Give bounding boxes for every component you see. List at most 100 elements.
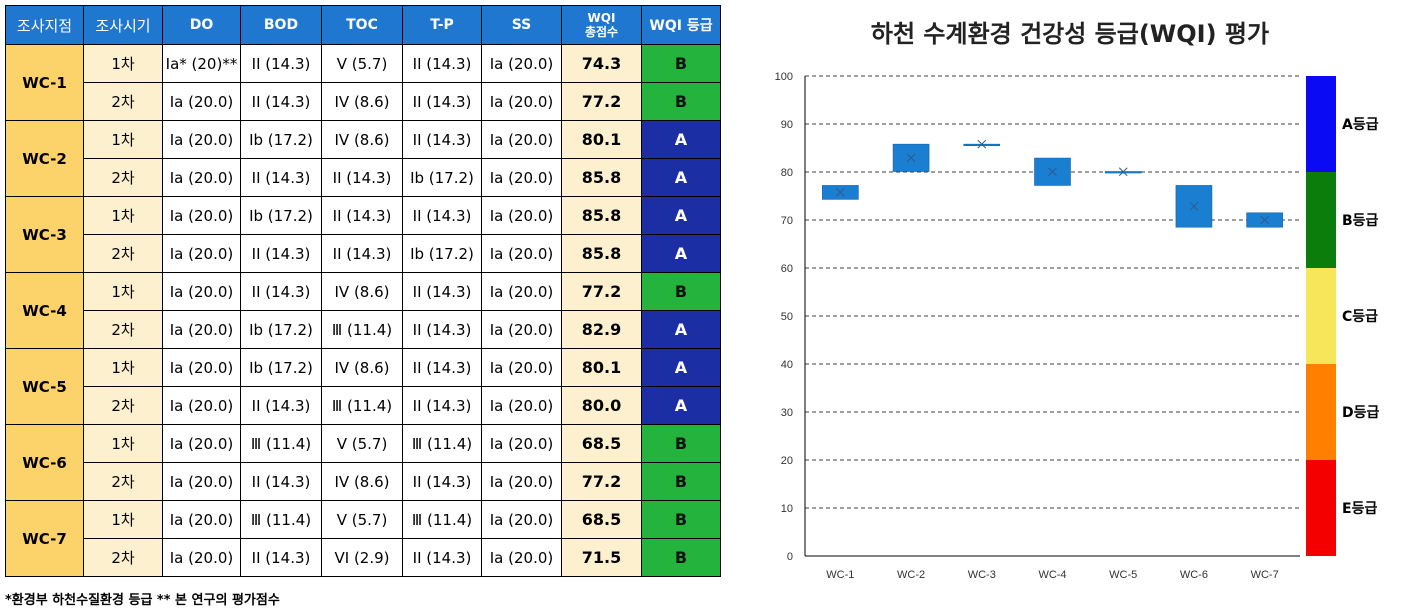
ss-cell: Ia (20.0): [481, 310, 562, 349]
ss-cell: Ia (20.0): [481, 120, 562, 159]
bod-cell: Ⅲ (11.4): [240, 424, 322, 463]
bod-cell: II (14.3): [240, 82, 322, 121]
toc-cell: II (14.3): [321, 158, 403, 197]
toc-cell: II (14.3): [321, 234, 403, 273]
header-time: 조사시기: [83, 5, 163, 45]
ss-cell: Ia (20.0): [481, 500, 562, 539]
wqi-score-cell: 80.0: [561, 386, 642, 425]
wqi-grade-cell: A: [641, 348, 721, 387]
table-row: WC-5 1차 Ia (20.0) Ib (17.2) IV (8.6) II (14.3…: [5, 348, 721, 425]
chart-title: 하천 수계환경 건강성 등급(WQI) 평가: [870, 20, 1270, 48]
x-tick-label: WC-2: [897, 569, 925, 581]
x-tick-label: WC-3: [968, 569, 996, 581]
wqi-score-cell: 82.9: [561, 310, 642, 349]
table-row: WC-7 1차 Ia (20.0) Ⅲ (11.4) V (5.7) Ⅲ (11.4) Ia…: [5, 500, 721, 577]
header-wqi-score: WQI 총점수: [561, 5, 642, 45]
do-cell: Ia (20.0): [162, 196, 241, 235]
table-row: 2차 Ia (20.0) II (14.3) IV (8.6) II (14.3) Ia …: [6, 82, 721, 121]
grade-band-label: D등급: [1342, 405, 1380, 421]
time-cell: 1차: [83, 348, 163, 387]
bod-cell: Ⅲ (11.4): [240, 500, 322, 539]
do-cell: Ia (20.0): [162, 234, 241, 273]
mean-marker: [977, 139, 987, 149]
y-tick-label: 100: [775, 71, 793, 83]
site-cell: WC-2: [5, 120, 84, 197]
ss-cell: Ia (20.0): [481, 462, 562, 501]
mean-marker: [1048, 167, 1057, 177]
do-cell: Ia (20.0): [162, 386, 241, 425]
time-cell: 1차: [83, 44, 163, 83]
site-cell: WC-7: [5, 500, 84, 577]
bod-cell: II (14.3): [240, 44, 322, 83]
do-cell: Ia* (20)**: [162, 44, 241, 83]
y-tick-label: 30: [781, 407, 793, 419]
x-tick-label: WC-4: [1038, 569, 1066, 581]
header-wqi-grade: WQI 등급: [641, 5, 721, 45]
table-row: WC-2 1차 Ia (20.0) Ib (17.2) IV (8.6) II (14.3…: [5, 120, 721, 197]
bod-cell: II (14.3): [240, 272, 322, 311]
table-body: WC-1 1차 Ia* (20)** II (14.3) V (5.7) II (14.3…: [5, 44, 721, 577]
tp-cell: Ⅲ (11.4): [402, 500, 482, 539]
wqi-score-cell: 77.2: [561, 82, 642, 121]
table-row: 2차 Ia (20.0) II (14.3) II (14.3) Ib (17.2) Ia…: [6, 158, 721, 197]
time-cell: 2차: [83, 386, 163, 425]
ss-cell: Ia (20.0): [481, 196, 562, 235]
wqi-grade-cell: A: [641, 310, 721, 349]
y-tick-label: 50: [781, 311, 793, 323]
wqi-score-cell: 85.8: [561, 158, 642, 197]
do-cell: Ia (20.0): [162, 310, 241, 349]
y-tick-label: 0: [787, 551, 793, 563]
wqi-score-cell: 68.5: [561, 500, 642, 539]
y-tick-label: 70: [781, 215, 793, 227]
wqi-grade-cell: B: [641, 538, 721, 577]
ss-cell: Ia (20.0): [481, 44, 562, 83]
bod-cell: II (14.3): [240, 158, 322, 197]
tp-cell: II (14.3): [402, 310, 482, 349]
ss-cell: Ia (20.0): [481, 234, 562, 273]
y-tick-label: 10: [781, 503, 793, 515]
time-cell: 1차: [83, 120, 163, 159]
time-cell: 2차: [83, 310, 163, 349]
ss-cell: Ia (20.0): [481, 348, 562, 387]
wqi-grade-cell: B: [641, 500, 721, 539]
header-bod: BOD: [240, 5, 322, 45]
bod-cell: Ib (17.2): [240, 120, 322, 159]
wqi-grade-cell: B: [641, 424, 721, 463]
tp-cell: Ⅲ (11.4): [402, 424, 482, 463]
tp-cell: II (14.3): [402, 82, 482, 121]
toc-cell: V (5.7): [321, 44, 403, 83]
header-do: DO: [162, 5, 241, 45]
x-tick-label: WC-5: [1109, 569, 1137, 581]
table-row: WC-1 1차 Ia* (20)** II (14.3) V (5.7) II (14.3…: [5, 44, 721, 121]
header-toc: TOC: [321, 5, 403, 45]
bod-cell: Ib (17.2): [240, 310, 322, 349]
time-cell: 2차: [83, 158, 163, 197]
time-cell: 1차: [83, 196, 163, 235]
mean-marker: [906, 153, 916, 163]
ss-cell: Ia (20.0): [481, 82, 562, 121]
y-tick-label: 60: [781, 263, 793, 275]
wqi-grade-cell: A: [641, 196, 721, 235]
y-tick-label: 40: [781, 359, 793, 371]
grade-band-B등급: [1306, 172, 1336, 268]
bod-cell: II (14.3): [240, 462, 322, 501]
do-cell: Ia (20.0): [162, 348, 241, 387]
site-cell: WC-5: [5, 348, 84, 425]
site-cell: WC-1: [5, 44, 84, 121]
wqi-score-cell: 74.3: [561, 44, 642, 83]
ss-cell: Ia (20.0): [481, 158, 562, 197]
wqi-grade-cell: A: [641, 386, 721, 425]
wqi-score-cell: 68.5: [561, 424, 642, 463]
toc-cell: IV (8.6): [321, 82, 403, 121]
wqi-grade-cell: B: [641, 82, 721, 121]
ss-cell: Ia (20.0): [481, 538, 562, 577]
do-cell: Ia (20.0): [162, 462, 241, 501]
header-tp: T-P: [402, 5, 482, 45]
y-tick-label: 90: [781, 119, 793, 131]
tp-cell: II (14.3): [402, 538, 482, 577]
grade-band-C등급: [1306, 268, 1336, 364]
mean-marker: [1118, 167, 1128, 177]
mean-marker: [836, 188, 845, 197]
time-cell: 2차: [83, 538, 163, 577]
tp-cell: II (14.3): [402, 386, 482, 425]
